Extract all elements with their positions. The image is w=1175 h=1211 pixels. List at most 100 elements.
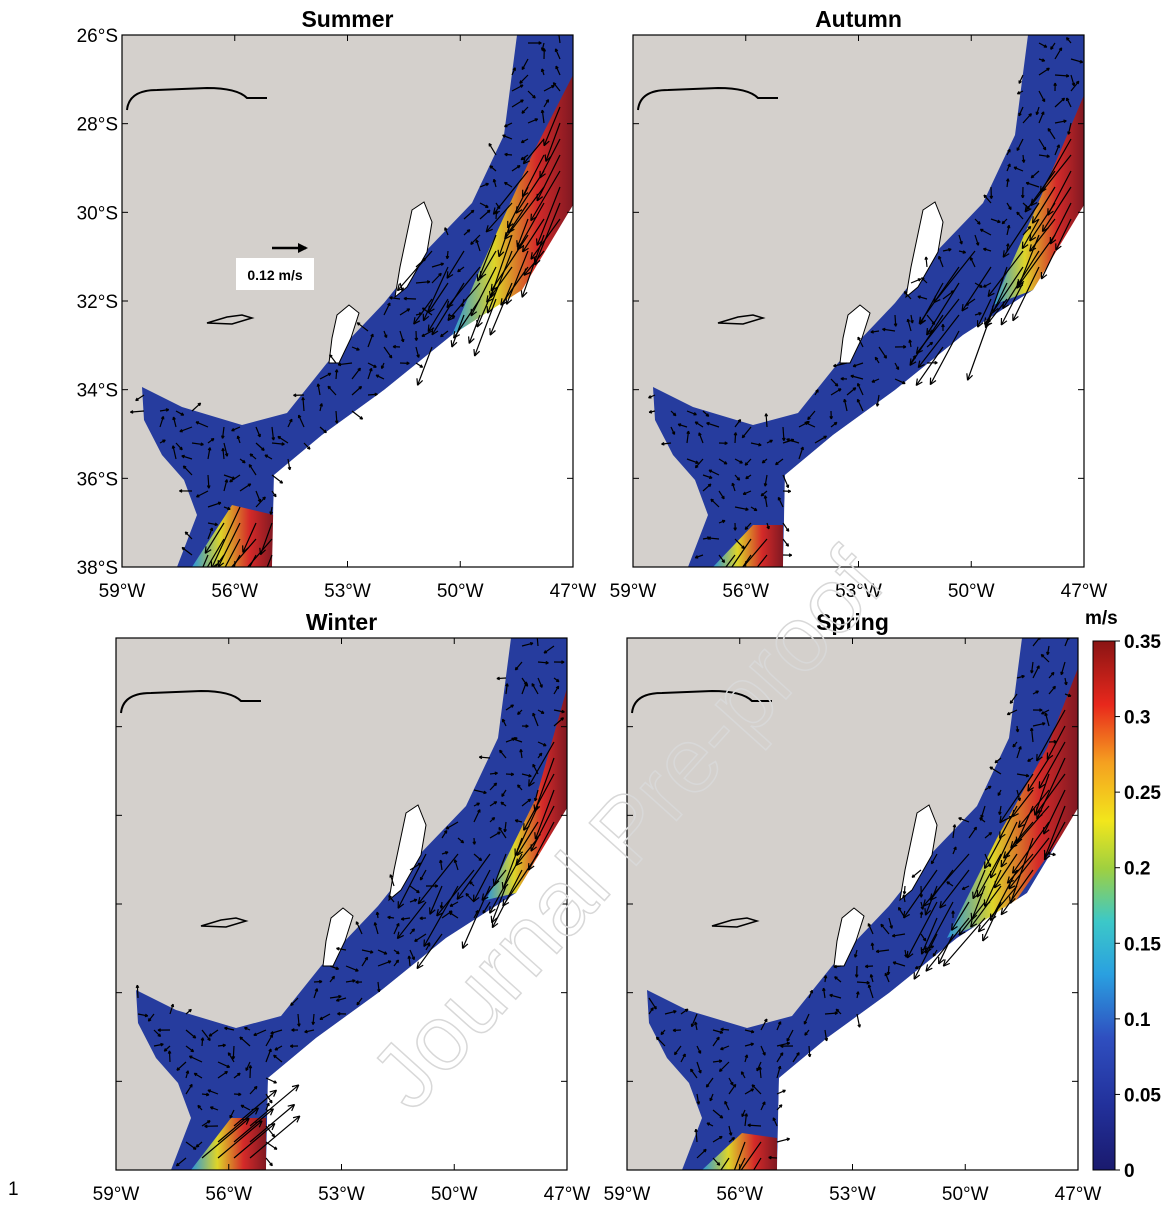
arrow-head [440, 263, 445, 266]
current-arrow [1054, 97, 1065, 108]
current-arrow [329, 965, 339, 970]
current-arrow [302, 397, 305, 412]
current-arrow [399, 330, 404, 343]
current-arrow [265, 1034, 273, 1047]
current-arrow [696, 1148, 707, 1159]
current-arrow [974, 234, 979, 246]
current-arrow [894, 378, 906, 385]
current-arrow [521, 681, 528, 695]
current-arrow [468, 314, 481, 344]
current-arrow [1032, 722, 1046, 727]
arrow-head [192, 594, 193, 601]
arrow-head [259, 547, 262, 555]
arrow-head [204, 1124, 208, 1127]
current-arrow [1032, 665, 1040, 679]
arrow-head [1039, 709, 1043, 712]
arrow-head [192, 1148, 197, 1150]
current-arrow [776, 1065, 781, 1079]
arrow-head [718, 581, 719, 588]
current-arrow [409, 885, 420, 894]
arrow-head [476, 321, 483, 328]
arrow-head [938, 959, 945, 965]
colorbar-tick-label: 0.25 [1124, 783, 1161, 804]
current-arrow [686, 431, 690, 444]
current-arrow [277, 435, 289, 444]
current-arrow [441, 830, 448, 839]
lat-label: 34°S [77, 381, 118, 402]
arrow-head [843, 398, 847, 403]
current-arrow [731, 538, 752, 567]
current-arrow [204, 522, 225, 554]
arrow-head [504, 123, 507, 128]
current-arrow [409, 949, 415, 960]
arrow-head [909, 358, 912, 366]
current-arrow [939, 869, 970, 909]
arrow-head [1063, 120, 1067, 124]
arrow-head [902, 346, 907, 349]
arrow-head [502, 718, 506, 722]
current-arrow [724, 1101, 730, 1111]
current-arrow [554, 48, 561, 60]
current-arrow [971, 885, 986, 921]
arrow-head [990, 873, 997, 879]
current-arrow [543, 99, 550, 108]
arrow-head [298, 414, 302, 418]
current-arrow [712, 1157, 721, 1166]
current-arrow [176, 1157, 187, 1167]
arrow-head [917, 360, 921, 368]
current-arrow [782, 538, 789, 547]
arrow-head [419, 312, 423, 316]
arrow-head [780, 1044, 784, 1047]
arrow-head [287, 467, 291, 471]
current-arrow [776, 1021, 782, 1031]
arrow-head [751, 1088, 755, 1092]
current-arrow [903, 291, 912, 300]
current-arrow [911, 869, 922, 878]
current-arrow [882, 328, 896, 332]
lagoon [322, 907, 354, 967]
current-arrow [776, 1138, 790, 1143]
current-arrow [475, 239, 481, 252]
arrow-head [735, 432, 738, 436]
arrow-head [698, 432, 702, 436]
current-arrow [201, 1029, 211, 1041]
current-arrow [504, 181, 513, 188]
current-arrow [479, 756, 491, 759]
current-arrow [1030, 154, 1072, 206]
arrow-head [1027, 784, 1030, 792]
arrow-head [389, 874, 393, 878]
current-arrow [489, 831, 501, 839]
arrow-head [671, 432, 675, 435]
arrow-head [1047, 210, 1054, 216]
current-arrow [846, 387, 857, 396]
arrow-head [453, 331, 456, 339]
current-arrow [255, 442, 265, 451]
arrow-head [492, 922, 499, 929]
current-arrow [1008, 837, 1050, 890]
current-arrow [449, 901, 459, 907]
arrow-head [470, 241, 473, 245]
current-arrow [239, 483, 252, 492]
current-arrow [833, 362, 848, 367]
current-arrow [1018, 74, 1024, 84]
arrow-head [377, 989, 380, 993]
current-arrow [1029, 202, 1056, 242]
lon-label: 50°W [942, 1184, 989, 1205]
current-arrow [470, 234, 481, 245]
arrow-head [909, 361, 917, 366]
current-arrow [744, 1043, 754, 1047]
arrow-head [253, 1032, 257, 1036]
current-arrow [920, 933, 927, 942]
current-arrow [312, 1013, 315, 1025]
current-arrow [921, 917, 938, 955]
current-arrow [750, 442, 762, 446]
current-arrow [747, 1124, 762, 1127]
arrow-head [943, 962, 951, 967]
arrow-head [1043, 829, 1050, 835]
arrow-head [999, 815, 1002, 823]
current-arrow [287, 458, 291, 470]
current-arrow [367, 362, 377, 368]
current-arrow [1044, 805, 1066, 858]
arrow-head [913, 974, 921, 980]
current-arrow [521, 798, 532, 807]
